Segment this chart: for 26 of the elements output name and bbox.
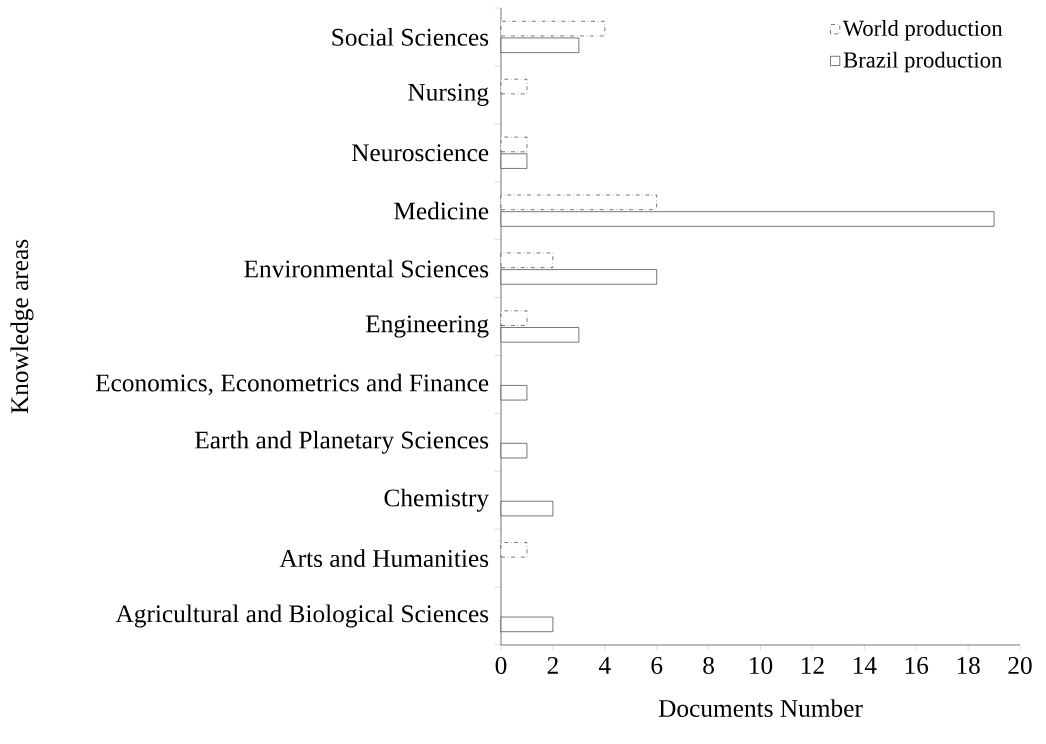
y-tick-label: Arts and Humanities [279, 549, 489, 568]
x-axis-title: Documents Number [658, 699, 863, 717]
legend-label: Brazil production [843, 51, 1003, 73]
x-tick-label: 14 [853, 656, 877, 674]
x-tick-label: 12 [801, 656, 824, 674]
x-tick-label: 2 [547, 656, 558, 674]
x-tick-label: 20 [1008, 656, 1032, 675]
y-tick-label: Neuroscience [351, 144, 489, 162]
y-tick-label: Environmental Sciences [244, 259, 489, 278]
y-tick-label: Earth and Planetary Sciences [195, 430, 489, 454]
x-tick-label: 18 [957, 656, 980, 675]
legend-label: World production [842, 19, 1003, 41]
y-tick-label: Agricultural and Biological Sciences [115, 604, 489, 628]
y-tick-label: Engineering [365, 315, 489, 338]
y-tick-label: Chemistry [384, 488, 489, 512]
x-tick-label: 8 [703, 656, 714, 675]
x-tick-label: 6 [651, 656, 663, 674]
y-tick-label: Nursing [408, 83, 489, 106]
y-tick-label: Social Sciences [332, 28, 489, 46]
y-tick-label: Economics, Econometrics and Finance [95, 373, 489, 396]
y-tick-label: Medicine [394, 201, 489, 220]
x-tick-label: 16 [905, 656, 929, 674]
x-tick-label: 10 [750, 656, 773, 675]
x-tick-label: 0 [495, 656, 507, 675]
y-axis-title: Knowledge areas [10, 239, 34, 414]
x-tick-label: 4 [598, 656, 611, 674]
